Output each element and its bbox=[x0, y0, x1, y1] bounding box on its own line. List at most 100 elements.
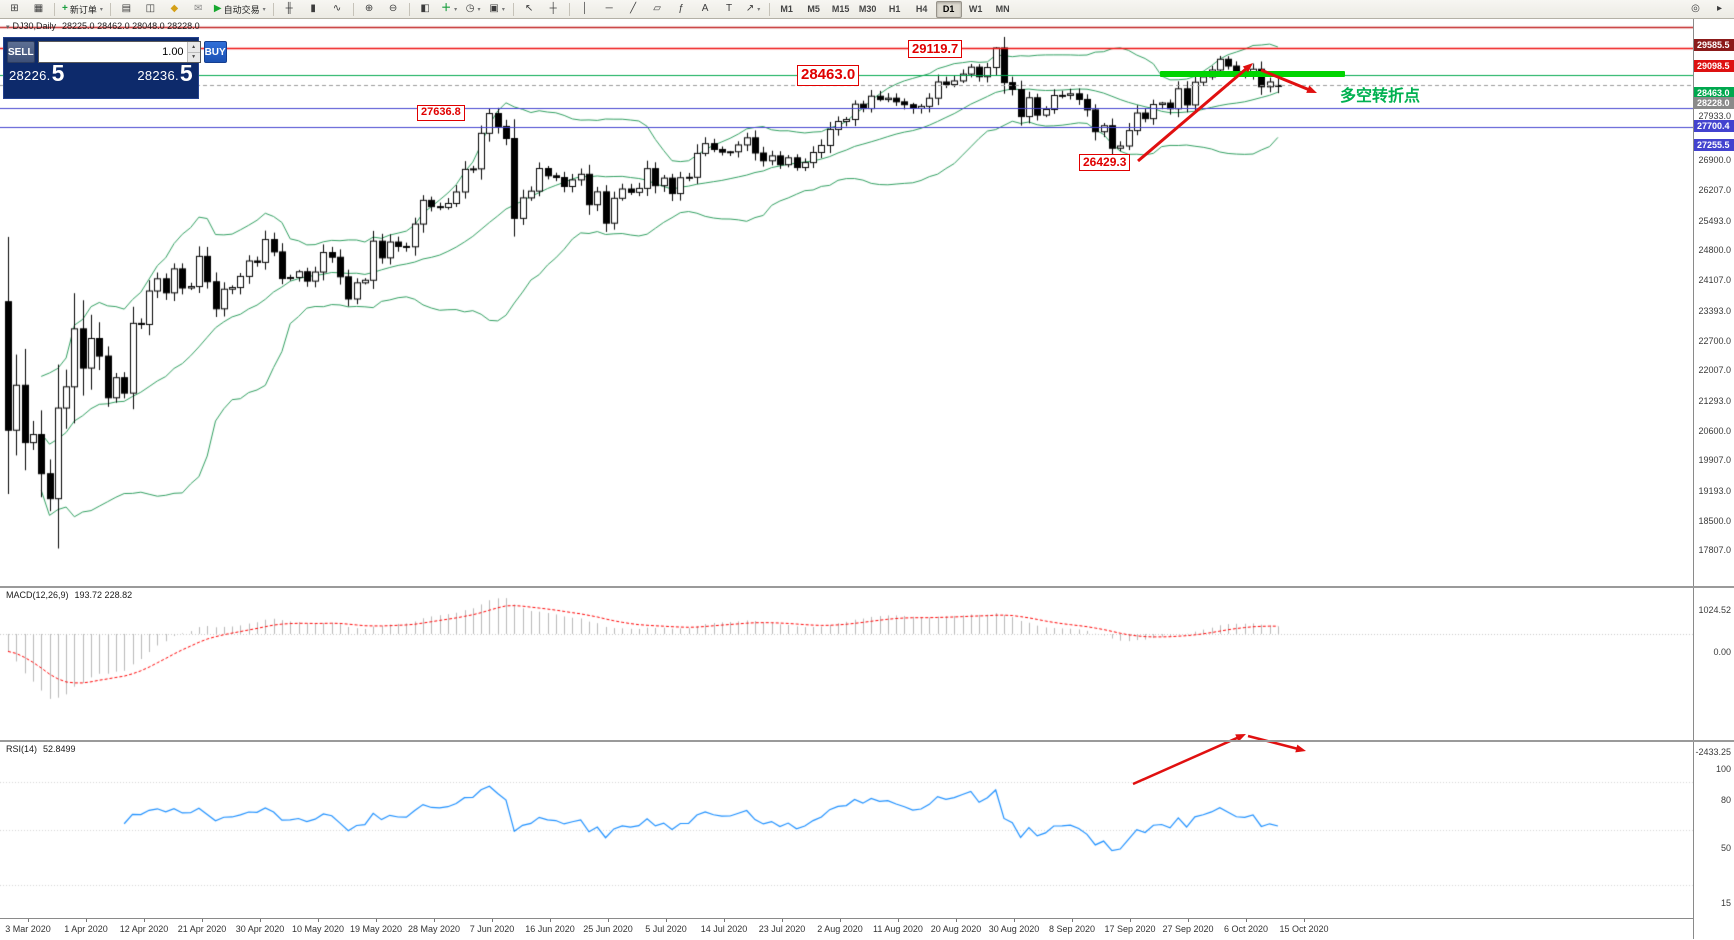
price-badge: 27255.5 bbox=[1694, 139, 1734, 152]
date-tick bbox=[492, 919, 493, 922]
volume-up-button[interactable]: ▲ bbox=[187, 42, 200, 53]
equidistant-channel-button[interactable]: ▱ bbox=[646, 1, 669, 18]
sell-price: 28226. 5 bbox=[9, 60, 65, 86]
cursor-icon: ↖ bbox=[524, 3, 534, 14]
fibonacci-icon: ƒ bbox=[678, 3, 684, 14]
new-order-label: 新订单 bbox=[69, 4, 97, 15]
timeframe-m1-button[interactable]: M1 bbox=[780, 4, 793, 14]
timeframe-m30-button[interactable]: M30 bbox=[858, 4, 877, 14]
chart-title-collapse-icon[interactable]: ▾ bbox=[6, 24, 10, 31]
time-axis[interactable]: 3 Mar 2020 1 Apr 2020 12 Apr 2020 21 Apr 20… bbox=[0, 918, 1694, 940]
chart-ohlc-values: 28225.0 28462.0 28048.0 28228.0 bbox=[62, 21, 200, 31]
date-tick bbox=[28, 919, 29, 922]
toolbar-separator bbox=[568, 2, 570, 16]
toolbar: ⊞ ▦ + 新订单 ▾ ▤ ◫ ◆ ✉ ▶ 自动交易 ▾ ╫ ▮ ∿ ⊕ ⊖ ◧ ＋ ▾ ◷ ▾ ▣ ▾ ↖ ┼ │ ─ ╱ ▱ ƒ A T ↗ ▾… bbox=[0, 0, 1734, 19]
price-callout: 29119.7 bbox=[908, 40, 963, 59]
price-axis[interactable]: 27933.0 26900.0 26207.0 25493.0 24800.0 24107… bbox=[1693, 18, 1734, 939]
pane-separator[interactable] bbox=[0, 740, 1734, 742]
search-button[interactable]: ◎ bbox=[1684, 1, 1707, 18]
indicators-dropdown-icon: ▾ bbox=[454, 6, 458, 13]
toolbar-separator bbox=[408, 2, 410, 16]
new-order-dropdown-icon: ▾ bbox=[99, 6, 103, 13]
periods-dropdown-icon: ▾ bbox=[477, 6, 481, 13]
date-label: 30 Apr 2020 bbox=[235, 924, 285, 934]
date-tick bbox=[202, 919, 203, 922]
indicators-button[interactable]: ＋ ▾ bbox=[438, 1, 461, 18]
templates-button[interactable]: ▣ ▾ bbox=[486, 1, 509, 18]
date-label: 5 Jul 2020 bbox=[645, 924, 687, 934]
macd-tick: 1024.52 bbox=[1698, 604, 1731, 615]
candlestick-chart-icon: ▮ bbox=[310, 3, 316, 14]
date-label: 2 Aug 2020 bbox=[817, 924, 863, 934]
date-label: 27 Sep 2020 bbox=[1162, 924, 1214, 934]
text-label-button[interactable]: T bbox=[718, 1, 741, 18]
sell-button[interactable]: SELL bbox=[7, 41, 35, 63]
zoom-out-button[interactable]: ⊖ bbox=[382, 1, 405, 18]
new-order-icon: + bbox=[62, 3, 68, 14]
price-tick: 18500.0 bbox=[1698, 515, 1731, 526]
timeframe-d1-button[interactable]: D1 bbox=[935, 0, 962, 18]
line-chart-button[interactable]: ∿ bbox=[326, 1, 349, 18]
chart-canvas[interactable] bbox=[0, 0, 1694, 939]
price-tick: 19907.0 bbox=[1698, 455, 1731, 466]
date-label: 20 Aug 2020 bbox=[930, 924, 982, 934]
new-order-button[interactable]: + 新订单 ▾ bbox=[59, 1, 106, 18]
date-tick bbox=[550, 919, 551, 922]
cursor-button[interactable]: ↖ bbox=[518, 1, 541, 18]
date-label: 28 May 2020 bbox=[407, 924, 461, 934]
timeframe-w1-button[interactable]: W1 bbox=[968, 4, 983, 14]
text-button[interactable]: A bbox=[694, 1, 717, 18]
rsi-tick: 80 bbox=[1720, 795, 1731, 806]
date-label: 16 Jun 2020 bbox=[525, 924, 575, 934]
periods-button[interactable]: ◷ ▾ bbox=[462, 1, 485, 18]
candlestick-chart-button[interactable]: ▮ bbox=[302, 1, 325, 18]
crosshair-button[interactable]: ┼ bbox=[542, 1, 565, 18]
market-watch-button[interactable]: ▤ bbox=[115, 1, 138, 18]
resistance-highlight-line bbox=[1160, 71, 1345, 77]
horizontal-line-button[interactable]: ─ bbox=[598, 1, 621, 18]
price-tick: 17807.0 bbox=[1698, 545, 1731, 556]
buy-button[interactable]: BUY bbox=[203, 41, 227, 63]
periods-icon: ◷ bbox=[465, 3, 475, 14]
chart-windows-button[interactable]: ▦ bbox=[27, 1, 50, 18]
timeframe-mn-button[interactable]: MN bbox=[995, 4, 1010, 14]
data-window-button[interactable]: ◫ bbox=[139, 1, 162, 18]
timeframe-h1-button[interactable]: H1 bbox=[888, 4, 901, 14]
vertical-line-button[interactable]: │ bbox=[574, 1, 597, 18]
trendline-button[interactable]: ╱ bbox=[622, 1, 645, 18]
autotrading-dropdown-icon: ▾ bbox=[262, 6, 266, 13]
new-chart-button[interactable]: ⊞ bbox=[3, 1, 26, 18]
date-label: 3 Mar 2020 bbox=[5, 924, 51, 934]
price-tick: 25493.0 bbox=[1698, 215, 1731, 226]
date-label: 12 Apr 2020 bbox=[119, 924, 169, 934]
timeframe-m5-button[interactable]: M5 bbox=[807, 4, 820, 14]
chart-symbol-period: DJ30,Daily bbox=[12, 21, 57, 31]
autotrading-button[interactable]: ▶ 自动交易 ▾ bbox=[211, 1, 269, 18]
more-tools-button[interactable]: ▸ bbox=[1708, 1, 1731, 18]
zoom-in-button[interactable]: ⊕ bbox=[358, 1, 381, 18]
fibonacci-button[interactable]: ƒ bbox=[670, 1, 693, 18]
zoom-out-icon: ⊖ bbox=[388, 3, 398, 14]
timeframe-m15-button[interactable]: M15 bbox=[831, 4, 850, 14]
bar-chart-button[interactable]: ╫ bbox=[278, 1, 301, 18]
date-tick bbox=[840, 919, 841, 922]
date-tick bbox=[1246, 919, 1247, 922]
navigator-button[interactable]: ◆ bbox=[163, 1, 186, 18]
timeframe-h4-button[interactable]: H4 bbox=[915, 4, 928, 14]
volume-input[interactable] bbox=[38, 42, 187, 62]
macd-tick: -2433.25 bbox=[1695, 747, 1731, 758]
arrows-tool-button[interactable]: ↗ ▾ bbox=[742, 1, 765, 18]
volume-down-button[interactable]: ▼ bbox=[187, 52, 200, 62]
line-chart-icon: ∿ bbox=[332, 3, 342, 14]
price-badge: 27700.4 bbox=[1694, 120, 1734, 133]
one-click-trading-panel: SELL ▲ ▼ BUY 28226.5 28236.5 bbox=[3, 37, 227, 99]
toolbar-separator bbox=[54, 2, 55, 16]
date-tick bbox=[1014, 919, 1015, 922]
price-tick: 27933.0 bbox=[1698, 111, 1731, 122]
macd-label: MACD(12,26,9) 193.72 228.82 bbox=[6, 590, 132, 600]
rsi-tick: 15 bbox=[1720, 897, 1731, 908]
pane-separator[interactable] bbox=[0, 586, 1734, 588]
tile-windows-button[interactable]: ◧ bbox=[414, 1, 437, 18]
terminal-button[interactable]: ✉ bbox=[187, 1, 210, 18]
